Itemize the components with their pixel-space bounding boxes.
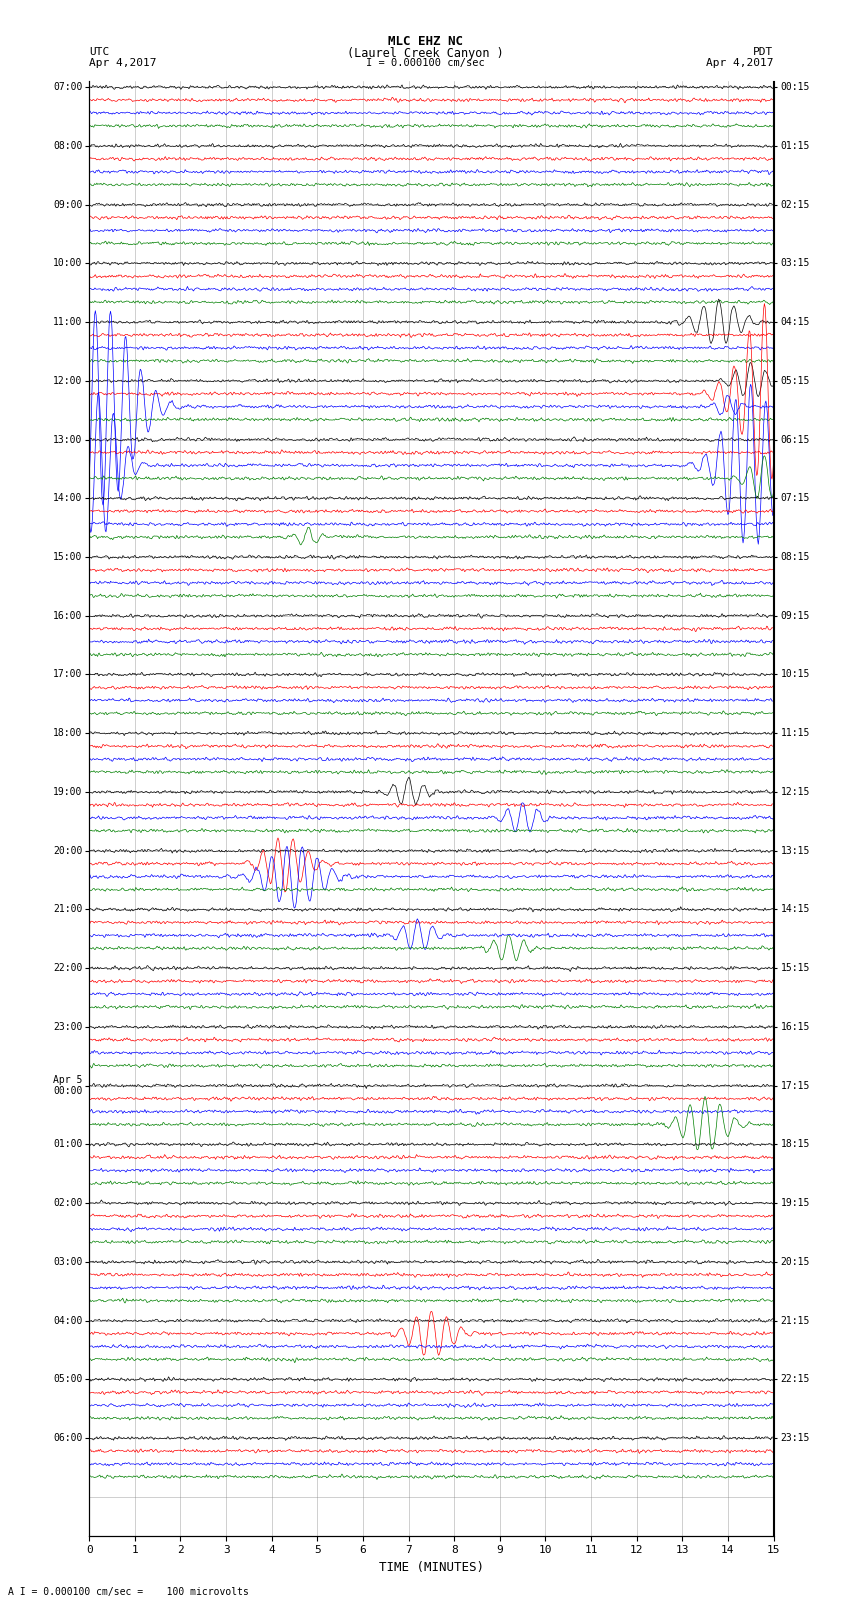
X-axis label: TIME (MINUTES): TIME (MINUTES) <box>379 1561 484 1574</box>
Text: PDT: PDT <box>753 47 774 56</box>
Text: I = 0.000100 cm/sec: I = 0.000100 cm/sec <box>366 58 484 68</box>
Text: Apr 4,2017: Apr 4,2017 <box>89 58 156 68</box>
Text: MLC EHZ NC: MLC EHZ NC <box>388 35 462 48</box>
Text: (Laurel Creek Canyon ): (Laurel Creek Canyon ) <box>347 47 503 60</box>
Text: A I = 0.000100 cm/sec =    100 microvolts: A I = 0.000100 cm/sec = 100 microvolts <box>8 1587 249 1597</box>
Text: Apr 4,2017: Apr 4,2017 <box>706 58 774 68</box>
Text: UTC: UTC <box>89 47 110 56</box>
